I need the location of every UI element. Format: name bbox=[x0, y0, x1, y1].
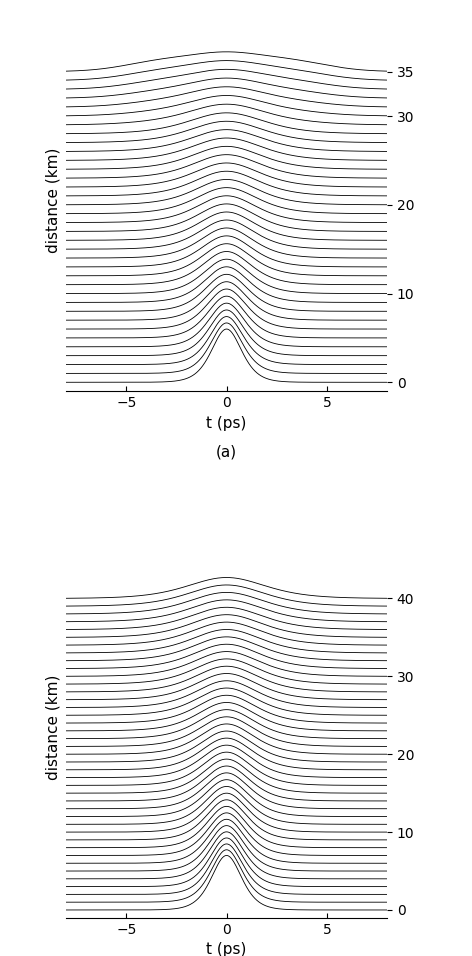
X-axis label: t (ps): t (ps) bbox=[206, 416, 247, 430]
Y-axis label: distance (km): distance (km) bbox=[45, 147, 60, 253]
Text: (a): (a) bbox=[216, 445, 237, 460]
X-axis label: t (ps): t (ps) bbox=[206, 943, 247, 956]
Y-axis label: distance (km): distance (km) bbox=[45, 674, 60, 780]
